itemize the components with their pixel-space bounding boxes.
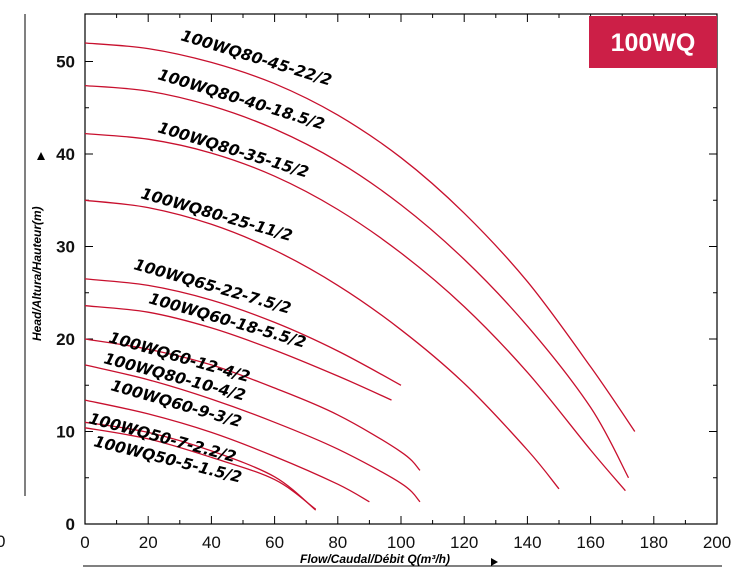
performance-curve-7 [84, 338, 421, 471]
model-badge: 100WQ [589, 16, 717, 68]
y-tick-label: 40 [56, 145, 75, 164]
stray-axis-label: 0 [0, 532, 5, 551]
x-tick-label: 120 [450, 533, 478, 552]
y-tick-label: 50 [56, 53, 75, 72]
x-tick-label: 0 [80, 533, 89, 552]
x-tick-label: 100 [387, 533, 415, 552]
y-tick-label: 10 [56, 423, 75, 442]
model-badge-box [589, 16, 717, 68]
x-tick-label: 80 [328, 533, 347, 552]
y-axis-arrow-icon [37, 152, 45, 160]
performance-curves [84, 42, 636, 511]
curve-labels: 100WQ80-45-22/2100WQ80-40-18.5/2100WQ80-… [87, 27, 334, 487]
x-tick-label: 140 [513, 533, 541, 552]
performance-curve-2 [84, 84, 630, 479]
x-tick-label: 20 [139, 533, 158, 552]
performance-curve-5 [84, 278, 402, 386]
x-tick-label: 180 [640, 533, 668, 552]
performance-curve-10 [84, 421, 317, 511]
y-tick-label: 0 [66, 515, 75, 534]
y-tick-label: 30 [56, 238, 75, 257]
y-axis-title: Head/Altura/Hauteur(m) [30, 206, 44, 341]
x-axis-arrow-icon [491, 558, 498, 566]
performance-curve-6 [84, 305, 392, 401]
performance-curve-9 [84, 399, 370, 503]
x-tick-label: 60 [265, 533, 284, 552]
performance-curve-3 [84, 132, 626, 492]
curve-label-4: 100WQ80-25-11/2 [139, 185, 295, 245]
performance-curve-4 [84, 199, 560, 490]
performance-curve-8 [84, 364, 421, 503]
x-tick-label: 200 [703, 533, 731, 552]
model-badge-text: 100WQ [611, 29, 696, 57]
x-tick-label: 160 [576, 533, 604, 552]
performance-curve-1 [84, 42, 636, 432]
performance-curve-11 [84, 427, 317, 510]
x-tick-label: 40 [202, 533, 221, 552]
curve-label-3: 100WQ80-35-15/2 [156, 119, 311, 182]
axis-ticks: 0 20 40 60 80 100 120 140 160 180 200 0 10 20 30 40 50 [56, 14, 731, 552]
y-tick-label: 20 [56, 330, 75, 349]
x-axis-title: Flow/Caudal/Débit Q(m³/h) [300, 552, 450, 566]
